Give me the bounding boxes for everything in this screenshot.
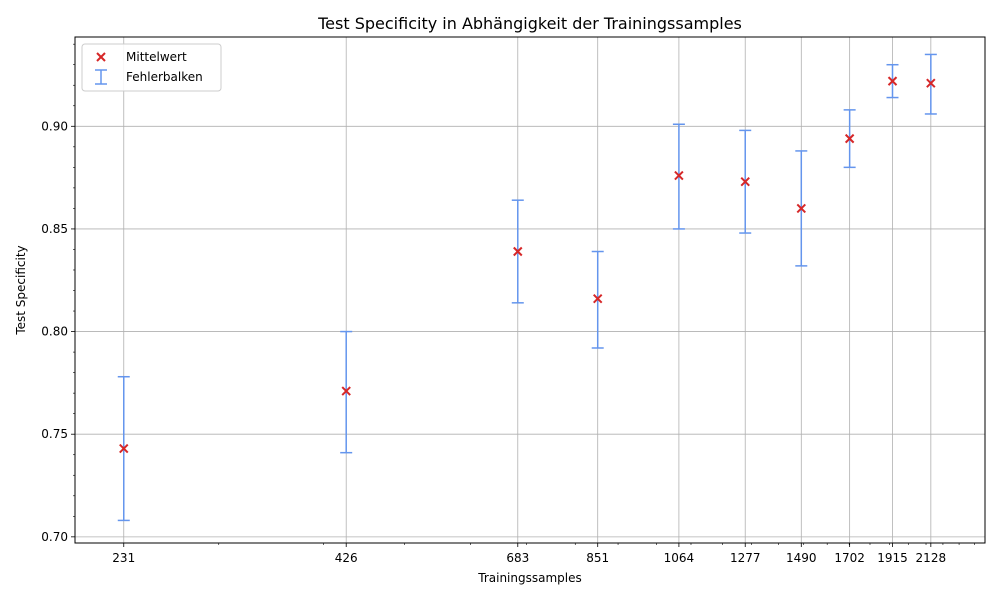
mean-marker-stroke (844, 133, 855, 144)
y-tick-label: 0.75 (41, 427, 68, 441)
mean-marker (926, 78, 936, 88)
legend-box (81, 43, 222, 92)
x-tick-label: 1490 (786, 551, 817, 565)
mean-marker-stroke (593, 294, 603, 304)
mean-marker (119, 443, 129, 454)
x-tick-label: 231 (112, 551, 135, 565)
x-tick-label: 1915 (877, 551, 908, 565)
x-tick-label: 2128 (916, 551, 947, 565)
mean-marker-stroke (796, 203, 806, 214)
mean-marker-stroke (887, 76, 898, 86)
x-tick-label: 426 (335, 551, 358, 565)
x-axis-label: Trainingssamples (477, 571, 581, 585)
mean-marker (593, 294, 603, 304)
tick-layer: 231 426 683 851 1064 1277 1490 1702 1915 2128 0.70… (41, 119, 946, 565)
mean-marker-stroke (674, 170, 684, 181)
data-layer (117, 53, 937, 522)
grid-layer (75, 37, 985, 543)
mean-marker-stroke (513, 246, 523, 257)
legend-error-label: Fehlerbalken (126, 70, 203, 84)
legend-mean-marker (96, 52, 106, 62)
mean-marker-stroke (341, 386, 351, 396)
y-axis-label: Test Specificity (14, 245, 28, 335)
x-tick-label: 1064 (664, 551, 695, 565)
x-tick-label: 683 (506, 551, 529, 565)
mean-marker (341, 386, 351, 396)
mean-marker-stroke (926, 78, 936, 88)
chart-title: Test Specificity in Abhängigkeit der Tra… (317, 14, 742, 33)
legend: Mittelwert Fehlerbalken (81, 43, 222, 92)
mean-marker (844, 133, 855, 144)
mean-marker-stroke (740, 177, 750, 187)
x-tick-label: 1702 (834, 551, 865, 565)
mean-marker (513, 246, 523, 257)
mean-marker (740, 177, 750, 187)
plot-area-frame (74, 36, 986, 544)
x-tick-label: 851 (586, 551, 609, 565)
legend-error-marker (95, 69, 107, 85)
y-tick-label: 0.90 (41, 119, 68, 133)
legend-mean-label: Mittelwert (126, 50, 187, 64)
y-tick-label: 0.85 (41, 222, 68, 236)
mean-marker (887, 76, 898, 86)
mean-marker (674, 170, 684, 181)
y-tick-label: 0.70 (41, 530, 68, 544)
minor-tick-layer (73, 43, 975, 545)
x-tick-label: 1277 (730, 551, 761, 565)
y-tick-label: 0.80 (41, 325, 68, 339)
mean-marker (796, 203, 806, 214)
mean-marker-stroke (119, 443, 129, 454)
